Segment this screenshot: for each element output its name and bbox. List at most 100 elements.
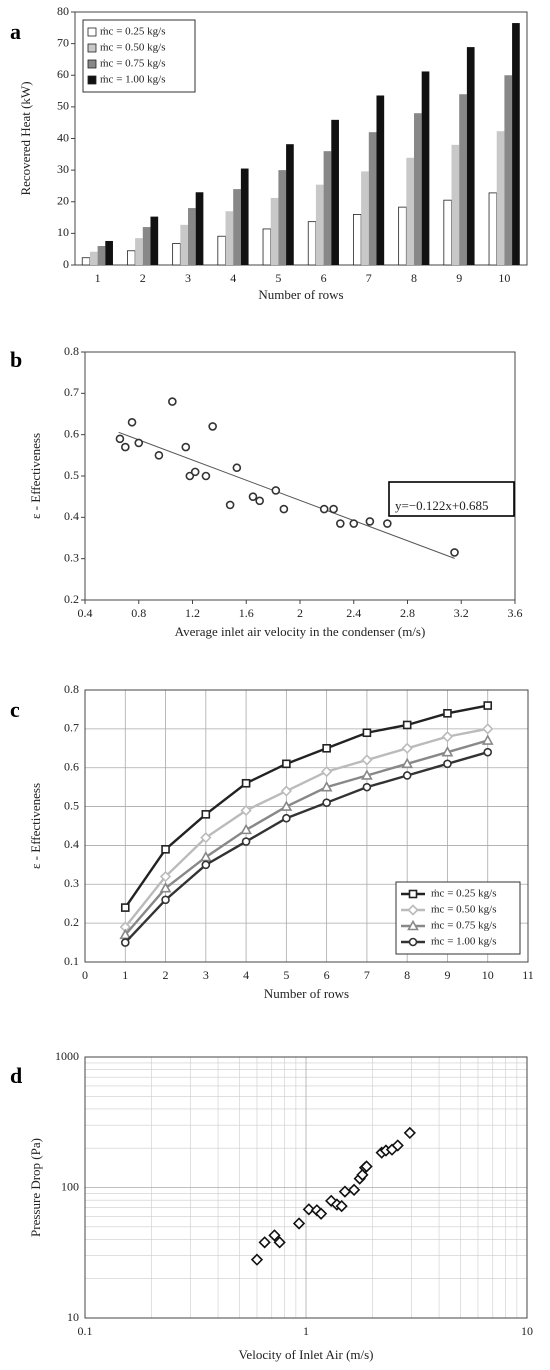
bar <box>278 170 287 265</box>
marker <box>482 723 494 735</box>
marker <box>268 1229 281 1242</box>
marker <box>383 519 392 528</box>
marker <box>208 422 217 431</box>
y-tick-label: 40 <box>57 130 69 144</box>
bar <box>142 227 151 265</box>
x-tick-label: 0.4 <box>78 606 93 620</box>
legend-box <box>82 19 196 93</box>
bar <box>97 246 106 265</box>
marker <box>190 467 200 477</box>
marker <box>250 1253 264 1266</box>
y-tick-label: 0.3 <box>64 550 79 564</box>
marker <box>483 747 493 757</box>
plot-frame <box>84 351 516 601</box>
legend-swatch <box>87 27 97 37</box>
x-tick-label: 3 <box>185 271 191 285</box>
x-tick-label: 0 <box>82 968 88 982</box>
x-tick-label: 3.6 <box>508 606 523 620</box>
marker <box>362 782 372 792</box>
x-tick-label: 8 <box>411 271 417 285</box>
bar <box>105 240 113 265</box>
plot-frame <box>74 11 528 266</box>
y-tick-label: 70 <box>57 35 69 49</box>
bar <box>150 216 159 265</box>
legend-marker <box>407 904 419 916</box>
marker <box>154 451 164 460</box>
marker <box>248 492 258 501</box>
marker <box>201 860 211 870</box>
bar <box>315 184 324 265</box>
bar <box>180 224 188 265</box>
marker <box>402 771 412 780</box>
x-tick-label: 1 <box>122 968 128 982</box>
marker <box>314 1207 328 1220</box>
bar <box>270 197 279 265</box>
y-tick-label: 0 <box>63 257 69 271</box>
bar <box>398 206 407 266</box>
marker <box>273 1236 286 1249</box>
legend-label: ṁc = 0.50 kg/s <box>431 904 496 916</box>
marker <box>365 517 375 526</box>
line <box>124 751 489 944</box>
y-tick-label: 0.6 <box>64 426 79 440</box>
y-tick-label: 0.2 <box>64 592 79 606</box>
marker <box>360 1160 373 1173</box>
marker <box>329 504 338 514</box>
legend-label: ṁc = 0.75 kg/s <box>431 920 496 932</box>
annotation: y=−0.122x+0.685 <box>395 498 489 513</box>
marker <box>121 442 130 452</box>
x-tick-label: 1 <box>95 271 101 285</box>
y-tick-label: 30 <box>57 162 69 176</box>
y-tick-label: 0.6 <box>64 759 79 773</box>
marker <box>282 813 291 823</box>
marker <box>201 471 211 481</box>
bar <box>172 243 181 266</box>
y-tick-label: 0.1 <box>64 954 79 968</box>
bar <box>496 131 505 265</box>
y-tick-label: 10 <box>57 225 69 239</box>
bar <box>466 47 475 266</box>
panel-label: b <box>10 347 22 372</box>
marker <box>241 837 251 846</box>
legend-swatch <box>87 75 97 85</box>
y-tick-label: 0.5 <box>64 798 79 812</box>
marker <box>240 804 252 817</box>
x-tick-label: 2 <box>140 271 146 285</box>
marker <box>401 757 414 769</box>
marker <box>134 438 144 448</box>
bar <box>488 192 498 266</box>
x-axis-label: Number of rows <box>258 287 343 302</box>
bar <box>233 189 241 265</box>
x-tick-label: 2.8 <box>400 606 415 620</box>
x-tick-label: 7 <box>366 271 372 285</box>
x-axis-label: Average inlet air velocity in the conden… <box>175 624 426 639</box>
panel-label: d <box>10 1063 22 1088</box>
x-tick-label: 8 <box>404 968 410 982</box>
bar <box>89 251 98 265</box>
y-tick-label: 0.8 <box>64 344 79 358</box>
marker <box>159 870 172 883</box>
panel-label: a <box>10 19 21 44</box>
y-tick-label: 0.4 <box>64 509 79 523</box>
marker <box>161 895 170 905</box>
marker <box>255 496 264 506</box>
y-axis-label: ε - Effectiveness <box>28 783 43 869</box>
line <box>124 739 489 936</box>
x-tick-label: 3 <box>203 968 209 982</box>
marker <box>120 903 130 912</box>
marker <box>483 701 493 710</box>
line <box>124 704 488 909</box>
marker <box>443 759 452 769</box>
bar <box>127 250 136 266</box>
marker <box>319 504 329 514</box>
legend-label: ṁc = 1.00 kg/s <box>431 936 496 948</box>
marker <box>320 781 333 792</box>
marker <box>127 417 137 427</box>
legend-swatch <box>87 43 97 53</box>
marker <box>361 769 373 780</box>
marker <box>335 1199 348 1213</box>
bar <box>414 113 422 265</box>
marker <box>349 519 359 528</box>
legend-marker <box>408 889 418 899</box>
